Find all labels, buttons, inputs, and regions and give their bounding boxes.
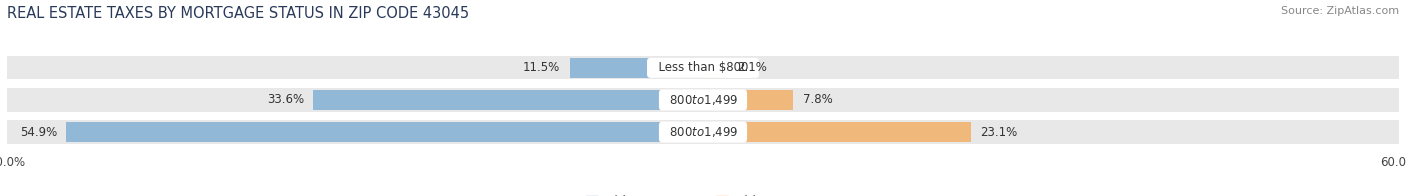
- Text: 7.8%: 7.8%: [803, 93, 832, 106]
- Bar: [703, 58, 727, 78]
- Text: 11.5%: 11.5%: [523, 61, 561, 74]
- Bar: [7, 88, 1399, 112]
- Bar: [569, 58, 703, 78]
- Bar: [7, 56, 1399, 79]
- Bar: [703, 122, 972, 142]
- Text: Less than $800: Less than $800: [651, 61, 755, 74]
- Bar: [314, 90, 703, 110]
- Text: 2.1%: 2.1%: [737, 61, 766, 74]
- Text: 54.9%: 54.9%: [20, 125, 56, 139]
- Bar: [7, 121, 1399, 144]
- Text: REAL ESTATE TAXES BY MORTGAGE STATUS IN ZIP CODE 43045: REAL ESTATE TAXES BY MORTGAGE STATUS IN …: [7, 6, 470, 21]
- Text: $800 to $1,499: $800 to $1,499: [662, 93, 744, 107]
- Bar: [66, 122, 703, 142]
- Bar: [703, 90, 793, 110]
- Text: $800 to $1,499: $800 to $1,499: [662, 125, 744, 139]
- Legend: Without Mortgage, With Mortgage: Without Mortgage, With Mortgage: [581, 190, 825, 196]
- Text: 33.6%: 33.6%: [267, 93, 304, 106]
- Text: 23.1%: 23.1%: [980, 125, 1018, 139]
- Text: Source: ZipAtlas.com: Source: ZipAtlas.com: [1281, 6, 1399, 16]
